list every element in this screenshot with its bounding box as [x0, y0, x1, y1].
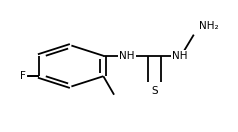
Text: F: F	[20, 71, 26, 81]
Text: NH: NH	[172, 51, 187, 61]
Text: NH₂: NH₂	[198, 21, 218, 31]
Text: NH: NH	[119, 51, 135, 61]
Text: S: S	[151, 86, 158, 96]
